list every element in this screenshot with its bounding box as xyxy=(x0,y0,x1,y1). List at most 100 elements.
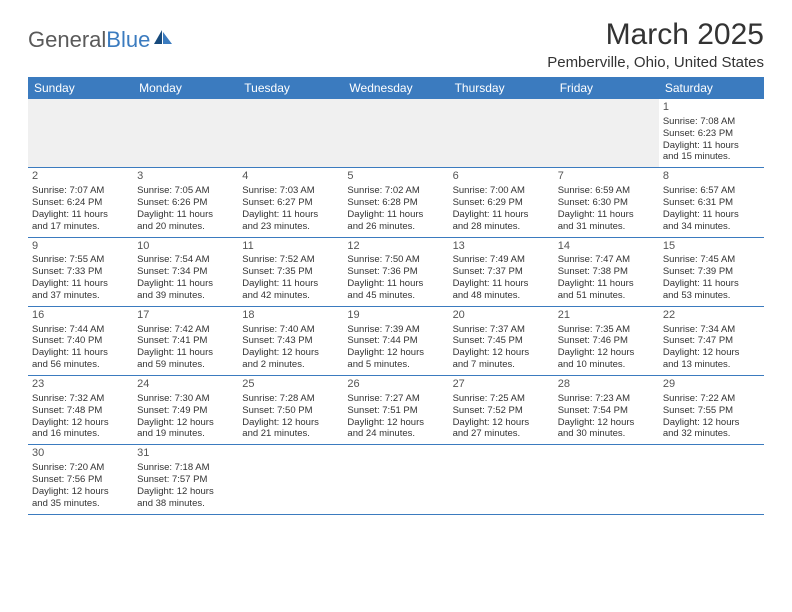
day1-text: Daylight: 11 hours xyxy=(242,209,339,221)
day-number: 12 xyxy=(347,240,444,254)
day2-text: and 59 minutes. xyxy=(137,359,234,371)
day-number: 16 xyxy=(32,309,129,323)
day-cell: 13Sunrise: 7:49 AMSunset: 7:37 PMDayligh… xyxy=(449,238,554,306)
week-row: 30Sunrise: 7:20 AMSunset: 7:56 PMDayligh… xyxy=(28,445,764,514)
day1-text: Daylight: 11 hours xyxy=(32,209,129,221)
day-number: 5 xyxy=(347,170,444,184)
day1-text: Daylight: 11 hours xyxy=(663,278,760,290)
sunrise-text: Sunrise: 7:35 AM xyxy=(558,324,655,336)
sunrise-text: Sunrise: 7:22 AM xyxy=(663,393,760,405)
day-cell: 22Sunrise: 7:34 AMSunset: 7:47 PMDayligh… xyxy=(659,307,764,375)
sunrise-text: Sunrise: 7:02 AM xyxy=(347,185,444,197)
day-cell: 24Sunrise: 7:30 AMSunset: 7:49 PMDayligh… xyxy=(133,376,238,444)
day-number: 25 xyxy=(242,378,339,392)
sunset-text: Sunset: 7:51 PM xyxy=(347,405,444,417)
sunset-text: Sunset: 7:35 PM xyxy=(242,266,339,278)
sunrise-text: Sunrise: 7:45 AM xyxy=(663,254,760,266)
empty-cell xyxy=(449,99,554,167)
weeks-container: 1Sunrise: 7:08 AMSunset: 6:23 PMDaylight… xyxy=(28,99,764,515)
day2-text: and 30 minutes. xyxy=(558,428,655,440)
day-number: 18 xyxy=(242,309,339,323)
day-number: 8 xyxy=(663,170,760,184)
week-row: 23Sunrise: 7:32 AMSunset: 7:48 PMDayligh… xyxy=(28,376,764,445)
empty-cell xyxy=(659,445,764,513)
day2-text: and 17 minutes. xyxy=(32,221,129,233)
empty-cell xyxy=(238,445,343,513)
sunset-text: Sunset: 7:50 PM xyxy=(242,405,339,417)
day1-text: Daylight: 12 hours xyxy=(663,417,760,429)
sunrise-text: Sunrise: 7:07 AM xyxy=(32,185,129,197)
sunrise-text: Sunrise: 6:59 AM xyxy=(558,185,655,197)
day-cell: 30Sunrise: 7:20 AMSunset: 7:56 PMDayligh… xyxy=(28,445,133,513)
day1-text: Daylight: 11 hours xyxy=(663,209,760,221)
day1-text: Daylight: 11 hours xyxy=(347,278,444,290)
day-cell: 14Sunrise: 7:47 AMSunset: 7:38 PMDayligh… xyxy=(554,238,659,306)
day-cell: 1Sunrise: 7:08 AMSunset: 6:23 PMDaylight… xyxy=(659,99,764,167)
day1-text: Daylight: 12 hours xyxy=(453,417,550,429)
sunset-text: Sunset: 7:43 PM xyxy=(242,335,339,347)
day2-text: and 10 minutes. xyxy=(558,359,655,371)
sunset-text: Sunset: 7:52 PM xyxy=(453,405,550,417)
day-cell: 4Sunrise: 7:03 AMSunset: 6:27 PMDaylight… xyxy=(238,168,343,236)
day1-text: Daylight: 11 hours xyxy=(453,278,550,290)
sunrise-text: Sunrise: 7:25 AM xyxy=(453,393,550,405)
day-number: 15 xyxy=(663,240,760,254)
day-number: 23 xyxy=(32,378,129,392)
day2-text: and 19 minutes. xyxy=(137,428,234,440)
empty-cell xyxy=(554,99,659,167)
logo-text-general: General xyxy=(28,27,106,53)
day-header-thu: Thursday xyxy=(449,77,554,99)
day-cell: 27Sunrise: 7:25 AMSunset: 7:52 PMDayligh… xyxy=(449,376,554,444)
day1-text: Daylight: 11 hours xyxy=(558,278,655,290)
day-number: 4 xyxy=(242,170,339,184)
day-number: 28 xyxy=(558,378,655,392)
day-cell: 7Sunrise: 6:59 AMSunset: 6:30 PMDaylight… xyxy=(554,168,659,236)
day1-text: Daylight: 12 hours xyxy=(32,417,129,429)
day-cell: 5Sunrise: 7:02 AMSunset: 6:28 PMDaylight… xyxy=(343,168,448,236)
day2-text: and 15 minutes. xyxy=(663,151,760,163)
day2-text: and 32 minutes. xyxy=(663,428,760,440)
day-cell: 2Sunrise: 7:07 AMSunset: 6:24 PMDaylight… xyxy=(28,168,133,236)
sunset-text: Sunset: 7:57 PM xyxy=(137,474,234,486)
day-cell: 29Sunrise: 7:22 AMSunset: 7:55 PMDayligh… xyxy=(659,376,764,444)
day2-text: and 24 minutes. xyxy=(347,428,444,440)
day1-text: Daylight: 12 hours xyxy=(242,347,339,359)
sunrise-text: Sunrise: 7:27 AM xyxy=(347,393,444,405)
day-number: 27 xyxy=(453,378,550,392)
sunrise-text: Sunrise: 7:34 AM xyxy=(663,324,760,336)
day1-text: Daylight: 12 hours xyxy=(558,347,655,359)
header: GeneralBlue March 2025 Pemberville, Ohio… xyxy=(28,18,764,71)
day-cell: 8Sunrise: 6:57 AMSunset: 6:31 PMDaylight… xyxy=(659,168,764,236)
day2-text: and 7 minutes. xyxy=(453,359,550,371)
sunrise-text: Sunrise: 6:57 AM xyxy=(663,185,760,197)
empty-cell xyxy=(238,99,343,167)
week-row: 16Sunrise: 7:44 AMSunset: 7:40 PMDayligh… xyxy=(28,307,764,376)
day-cell: 6Sunrise: 7:00 AMSunset: 6:29 PMDaylight… xyxy=(449,168,554,236)
day1-text: Daylight: 11 hours xyxy=(32,347,129,359)
logo: GeneralBlue xyxy=(28,18,174,54)
sunrise-text: Sunrise: 7:18 AM xyxy=(137,462,234,474)
sunrise-text: Sunrise: 7:39 AM xyxy=(347,324,444,336)
day-cell: 21Sunrise: 7:35 AMSunset: 7:46 PMDayligh… xyxy=(554,307,659,375)
empty-cell xyxy=(343,99,448,167)
empty-cell xyxy=(28,99,133,167)
day-cell: 16Sunrise: 7:44 AMSunset: 7:40 PMDayligh… xyxy=(28,307,133,375)
sunset-text: Sunset: 7:47 PM xyxy=(663,335,760,347)
day2-text: and 37 minutes. xyxy=(32,290,129,302)
sunset-text: Sunset: 7:54 PM xyxy=(558,405,655,417)
sunset-text: Sunset: 7:44 PM xyxy=(347,335,444,347)
sunrise-text: Sunrise: 7:50 AM xyxy=(347,254,444,266)
day2-text: and 5 minutes. xyxy=(347,359,444,371)
sunset-text: Sunset: 7:37 PM xyxy=(453,266,550,278)
sunset-text: Sunset: 7:49 PM xyxy=(137,405,234,417)
sunrise-text: Sunrise: 7:23 AM xyxy=(558,393,655,405)
day1-text: Daylight: 11 hours xyxy=(558,209,655,221)
sunset-text: Sunset: 6:27 PM xyxy=(242,197,339,209)
day2-text: and 45 minutes. xyxy=(347,290,444,302)
day2-text: and 31 minutes. xyxy=(558,221,655,233)
sunrise-text: Sunrise: 7:20 AM xyxy=(32,462,129,474)
day2-text: and 28 minutes. xyxy=(453,221,550,233)
day-number: 3 xyxy=(137,170,234,184)
sunset-text: Sunset: 7:38 PM xyxy=(558,266,655,278)
day-cell: 9Sunrise: 7:55 AMSunset: 7:33 PMDaylight… xyxy=(28,238,133,306)
